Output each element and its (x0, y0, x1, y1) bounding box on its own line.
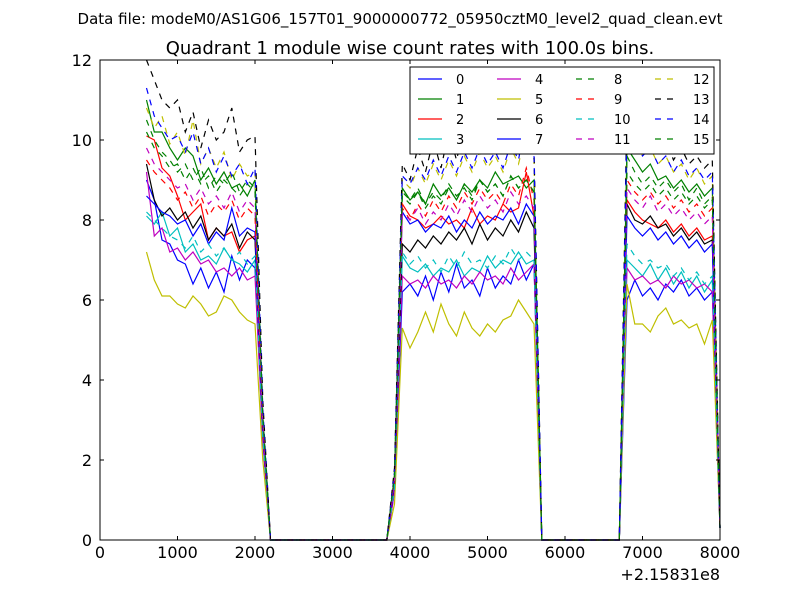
legend-label-10: 10 (614, 113, 631, 128)
series-line-3 (146, 210, 721, 541)
x-tick-label: 0 (95, 543, 105, 562)
series-line-13 (145, 59, 721, 541)
legend-label-3: 3 (456, 133, 464, 148)
chart-title: Quadrant 1 module wise count rates with … (166, 38, 655, 59)
x-tick-label: 5000 (467, 543, 508, 562)
y-tick-label: 8 (82, 211, 92, 230)
series-line-5 (145, 251, 721, 541)
y-tick-label: 0 (82, 531, 92, 550)
x-tick-label: 1000 (157, 543, 198, 562)
legend-label-12: 12 (693, 73, 710, 88)
legend-label-13: 13 (693, 93, 710, 108)
x-offset-label: +2.15831e8 (620, 565, 720, 584)
legend-label-14: 14 (693, 113, 710, 128)
legend-label-9: 9 (614, 93, 622, 108)
series-line-12 (145, 107, 721, 541)
y-tick-label: 6 (82, 291, 92, 310)
legend-label-6: 6 (535, 113, 543, 128)
legend-label-8: 8 (614, 73, 622, 88)
x-tick-label: 7000 (622, 543, 663, 562)
x-tick-label: 3000 (312, 543, 353, 562)
legend-label-15: 15 (693, 133, 710, 148)
series-layer (145, 59, 721, 541)
x-tick-label: 8000 (700, 543, 741, 562)
series-line-9 (145, 159, 721, 541)
y-tick-label: 4 (82, 371, 92, 390)
legend-label-0: 0 (456, 73, 464, 88)
series-line-6 (145, 163, 721, 541)
legend-label-1: 1 (456, 93, 464, 108)
legend-label-4: 4 (535, 73, 543, 88)
y-tick-label: 12 (72, 51, 92, 70)
series-line-8 (145, 131, 721, 541)
series-line-11 (145, 147, 721, 541)
legend-label-7: 7 (535, 133, 543, 148)
series-line-7 (146, 195, 721, 541)
axes-layer: 0 1000 2000 3000 4000 5000 6000 7000 80000246810… (72, 51, 741, 562)
x-tick-label: 2000 (235, 543, 276, 562)
series-line-15 (145, 119, 721, 541)
legend-label-2: 2 (456, 113, 464, 128)
series-line-10 (146, 211, 721, 541)
chart-suptitle: Data file: modeM0/AS1G06_157T01_90000007… (78, 10, 723, 29)
x-tick-label: 4000 (390, 543, 431, 562)
legend-frame (409, 66, 715, 155)
y-tick-label: 2 (82, 451, 92, 470)
series-line-14 (145, 87, 721, 541)
legend-label-5: 5 (535, 93, 543, 108)
legend-label-11: 11 (614, 133, 631, 148)
y-tick-label: 10 (72, 131, 92, 150)
x-tick-label: 6000 (545, 543, 586, 562)
